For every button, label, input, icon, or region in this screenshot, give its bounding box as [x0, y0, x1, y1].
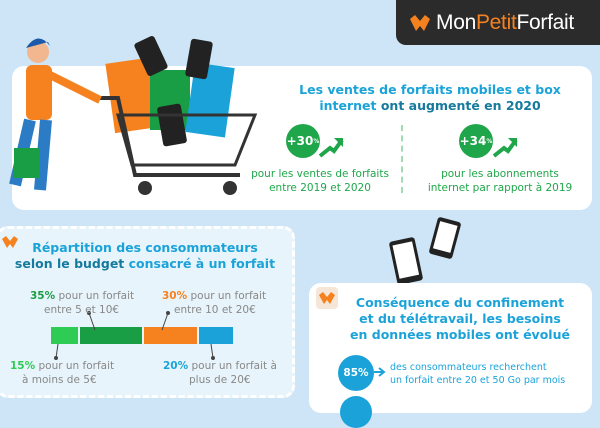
sales-title: Les ventes de forfaits mobiles et box in…: [299, 82, 561, 113]
data-needs-title: Conséquence du confinement et du télétra…: [350, 295, 570, 342]
trend-up-arrow-icon: [318, 138, 344, 158]
bar-segment-35: [78, 327, 142, 344]
shopping-cart-illustration: [9, 36, 258, 195]
bar-segment-15: [51, 327, 79, 344]
phones-illustration: [389, 217, 461, 285]
divider: [401, 125, 403, 193]
internet-stat-badge: +34%: [459, 124, 493, 158]
sales-stat-text: pour les ventes de forfaits entre 2019 et…: [251, 168, 389, 194]
brand-name: MonPetitForfait: [436, 10, 574, 34]
budget-title: Répartition des consommateurs selon le b…: [14, 240, 276, 271]
sales-stat-badge: +30%: [286, 124, 320, 158]
segment-label-20: 20% pour un forfait à plus de 20€: [163, 360, 277, 386]
leader-lines: [54, 311, 215, 360]
data-stat-badge-2: [340, 396, 372, 428]
budget-stacked-bar: [51, 327, 233, 344]
internet-stat-text: pour les abonnements internet par rapport…: [427, 168, 573, 194]
arrow-right-icon: [374, 367, 386, 377]
bar-segment-30: [141, 327, 197, 344]
data-stat-badge: 85%: [338, 355, 374, 391]
trend-up-arrow-icon: [492, 138, 518, 158]
brand-badge: [316, 287, 338, 309]
bar-segment-20: [196, 327, 233, 344]
brand-mark-icon: [2, 236, 18, 248]
budget-card: [0, 226, 295, 398]
segment-label-30: 30% pour un forfait entre 10 et 20€: [162, 290, 267, 316]
data-stat-text: des consommateurs recherchent un forfait …: [390, 362, 566, 386]
data-needs-card: [309, 283, 592, 413]
brand-mark-icon: [319, 292, 335, 304]
brand-logo: MonPetitForfait: [396, 0, 600, 45]
segment-label-15: 15% pour un forfait à moins de 5€: [10, 360, 115, 386]
brand-mark-icon: [410, 14, 430, 31]
segment-label-35: 35% pour un forfait entre 5 et 10€: [30, 290, 135, 316]
